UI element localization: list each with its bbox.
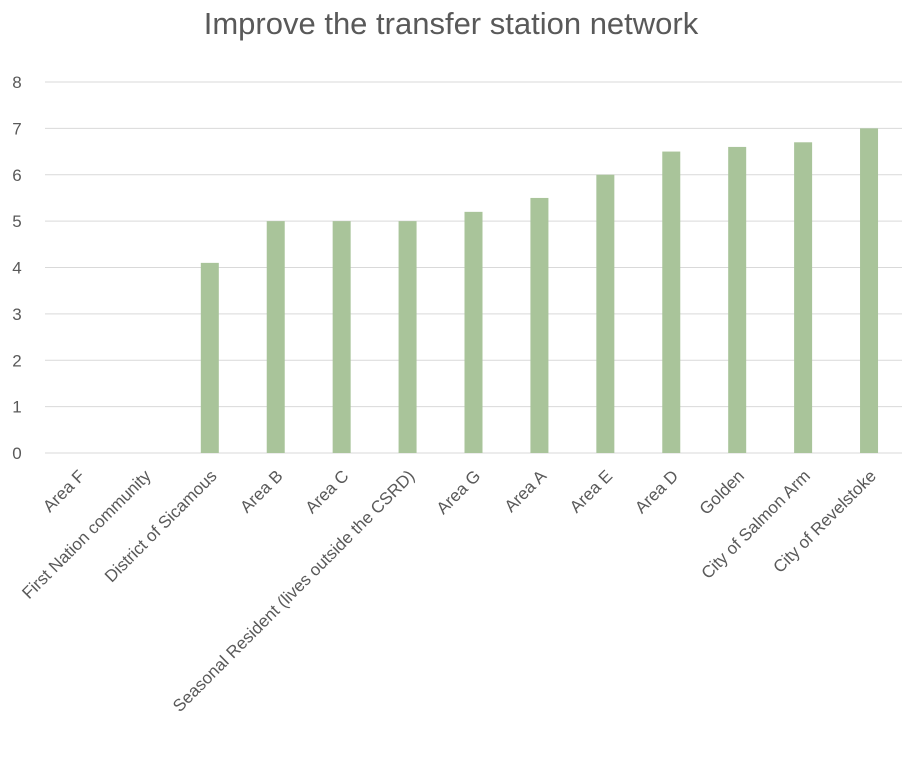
bar <box>398 221 417 453</box>
y-tick-label: 2 <box>12 351 21 370</box>
x-tick-label: Area E <box>566 466 616 516</box>
x-tick-label: Seasonal Resident (lives outside the CSR… <box>169 466 418 715</box>
x-tick-label: Area C <box>302 466 353 517</box>
x-tick-label: Area B <box>236 466 286 516</box>
y-tick-label: 4 <box>12 259 21 278</box>
y-tick-label: 8 <box>12 73 21 92</box>
bar <box>794 142 813 453</box>
bar <box>530 197 549 453</box>
bar <box>200 262 219 453</box>
x-tick-label: First Nation community <box>18 466 155 603</box>
x-tick-label: Area G <box>433 466 485 518</box>
x-tick-label: Area A <box>501 466 551 516</box>
y-tick-label: 1 <box>12 398 21 417</box>
x-tick-label: Area F <box>39 466 89 516</box>
y-tick-label: 0 <box>12 444 21 463</box>
x-tick-label: District of Sicamous <box>101 466 221 586</box>
chart-title: Improve the transfer station network <box>203 6 699 41</box>
y-tick-label: 5 <box>12 212 21 231</box>
bar <box>332 221 351 453</box>
x-tick-label: Golden <box>696 466 748 518</box>
bar <box>860 128 879 453</box>
bar <box>596 174 615 453</box>
x-tick-label: City of Salmon Arm <box>698 466 814 582</box>
bar <box>662 151 681 453</box>
bar <box>266 221 285 453</box>
y-tick-label: 6 <box>12 166 21 185</box>
y-tick-label: 7 <box>12 119 21 138</box>
bar <box>464 211 483 453</box>
y-tick-label: 3 <box>12 305 21 324</box>
bar <box>728 146 747 454</box>
x-tick-label: Area D <box>631 466 682 517</box>
